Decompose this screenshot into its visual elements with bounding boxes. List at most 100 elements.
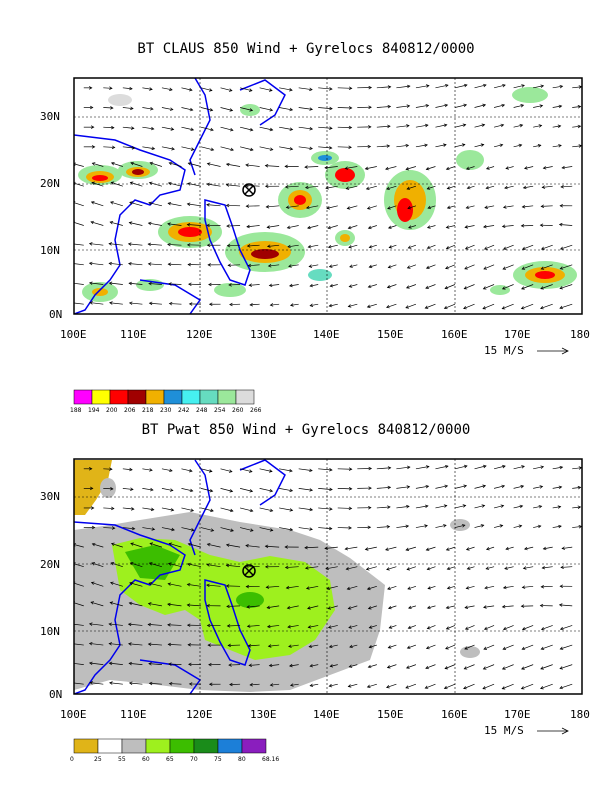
wind-arrow — [385, 546, 397, 551]
wind-arrow — [200, 488, 213, 492]
wind-arrowhead — [284, 185, 289, 189]
wind-arrowhead — [190, 528, 195, 532]
wind-arrowhead — [521, 246, 526, 250]
wind-arrow — [142, 468, 153, 471]
wind-arrow — [259, 488, 273, 492]
pwat-map-panel: 30N 20N 10N 0N 100E 110E 120E 130E 140E … — [40, 458, 590, 763]
wind-arrow — [454, 524, 465, 528]
wind-arrowhead — [289, 488, 294, 493]
wind-arrow — [227, 244, 241, 247]
wind-arrowhead — [309, 468, 313, 473]
wind-arrowhead — [167, 562, 172, 566]
legend-swatch — [97, 738, 123, 754]
legend-swatch — [73, 389, 93, 405]
wind-arrowhead — [249, 302, 253, 307]
wind-arrow — [187, 203, 202, 207]
wind-arrowhead — [446, 186, 451, 190]
wind-arrowhead — [128, 661, 133, 666]
wind-arrow — [454, 485, 467, 489]
wind-arrow — [268, 264, 280, 267]
wind-arrow — [445, 644, 456, 650]
lon-label: 140E — [313, 708, 340, 721]
wind-arrow — [142, 488, 154, 491]
legend-label: 25 — [94, 756, 102, 763]
wind-arrowhead — [108, 622, 112, 626]
wind-arrow — [513, 84, 525, 89]
wind-arrowhead — [483, 626, 488, 631]
wind-arrowhead — [426, 626, 431, 630]
wind-arrowhead — [425, 285, 429, 289]
wind-arrow — [396, 125, 410, 128]
wind-arrow — [142, 527, 155, 530]
wind-arrowhead — [309, 507, 314, 512]
wind-arrow — [103, 107, 113, 109]
legend-swatch — [145, 738, 171, 754]
wind-arrow — [109, 282, 123, 285]
wind-arrowhead — [443, 123, 448, 127]
wind-arrow — [248, 644, 260, 647]
wind-arrowhead — [309, 527, 313, 531]
wind-arrowhead — [171, 527, 175, 532]
wind-arrow — [318, 488, 333, 490]
wind-arrowhead — [228, 283, 232, 287]
wind-arrowhead — [368, 644, 373, 649]
wind-arrowhead — [285, 585, 290, 590]
legend-label: 65 — [166, 756, 174, 763]
wind-arrow — [483, 284, 495, 290]
wind-arrow — [220, 488, 233, 492]
wind-arrowhead — [561, 165, 566, 170]
wind-arrow — [200, 107, 213, 111]
wind-arrow — [522, 205, 534, 208]
wind-arrowhead — [170, 127, 175, 131]
wind-arrow — [181, 87, 193, 91]
wind-arrowhead — [328, 644, 333, 649]
wind-arrow — [310, 664, 319, 667]
wind-arrowhead — [405, 167, 410, 171]
wind-arrowhead — [348, 145, 352, 149]
wind-arrow — [161, 468, 173, 472]
wind-arrow — [542, 185, 553, 188]
wind-arrow — [446, 605, 456, 609]
wind-arrowhead — [324, 165, 328, 170]
wind-arrow — [426, 644, 436, 649]
wind-arrowhead — [539, 104, 544, 108]
wind-arrowhead — [406, 567, 411, 571]
wind-arrowhead — [249, 108, 254, 112]
wind-arrowhead — [150, 507, 155, 512]
legend-label: 55 — [118, 756, 126, 763]
wind-arrowhead — [324, 546, 328, 550]
wind-arrow — [247, 625, 260, 627]
wind-arrowhead — [210, 127, 214, 132]
wind-arrowhead — [521, 626, 526, 631]
wind-arrowhead — [538, 124, 543, 128]
wind-arrowhead — [424, 123, 429, 128]
wind-scale-arrow-icon — [537, 727, 569, 735]
wind-arrow — [369, 244, 377, 248]
wind-arrow — [523, 566, 534, 569]
wind-arrowhead — [109, 221, 114, 225]
wind-arrow — [540, 664, 553, 670]
wind-arrowhead — [347, 684, 352, 688]
wind-arrow — [522, 264, 534, 270]
wind-arrowhead — [206, 603, 210, 608]
wind-arrow — [122, 468, 133, 471]
wind-arrowhead — [309, 303, 314, 307]
wind-arrow — [318, 468, 333, 471]
wind-arrowhead — [288, 644, 292, 648]
wind-arrow — [502, 303, 514, 310]
lon-label: 180 — [570, 328, 590, 341]
wind-arrowhead — [229, 682, 233, 687]
wind-arrow — [502, 225, 514, 227]
wind-arrow — [267, 605, 280, 609]
wind-arrowhead — [151, 527, 156, 531]
wind-arrowhead — [128, 642, 132, 646]
wind-arrowhead — [540, 626, 545, 631]
wind-arrow — [552, 125, 561, 128]
wind-arrowhead — [168, 681, 173, 686]
wind-arrowhead — [521, 465, 525, 469]
legend-label: 75 — [214, 756, 222, 763]
lon-label: 130E — [250, 708, 277, 721]
wind-arrowhead — [289, 147, 294, 151]
wind-arrow — [445, 264, 456, 269]
wind-arrowhead — [226, 243, 231, 248]
